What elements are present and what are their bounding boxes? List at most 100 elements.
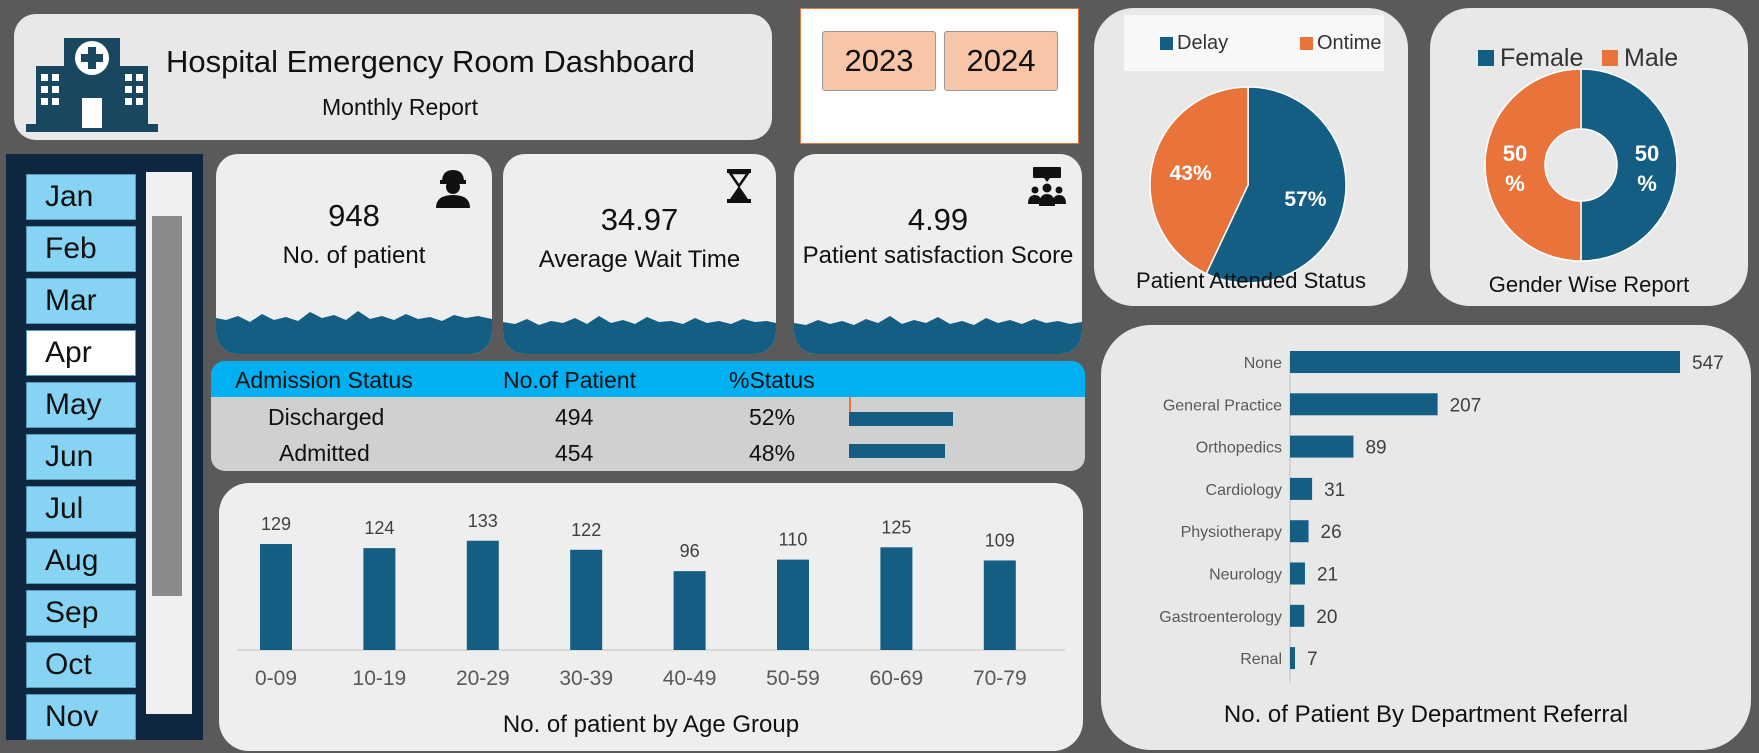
year-button-2024[interactable]: 2024 — [944, 31, 1058, 91]
attended-status-card: Delay Ontime 57% 43% Patient Attended Sta… — [1094, 8, 1408, 306]
age-bar-value: 125 — [881, 517, 911, 537]
legend-label-female: Female — [1500, 44, 1584, 72]
column-header-pct: %Status — [729, 367, 815, 393]
month-scrollbar[interactable] — [146, 172, 192, 714]
row-count-admitted: 454 — [555, 440, 594, 466]
hospital-icon — [26, 38, 158, 132]
month-button-sep[interactable]: Sep — [26, 590, 136, 636]
age-bar-value: 109 — [985, 530, 1015, 550]
age-tick-label: 0-09 — [255, 667, 297, 690]
row-status-admitted: Admitted — [279, 440, 370, 466]
age-bar-value: 122 — [571, 520, 601, 540]
age-tick-label: 10-19 — [353, 667, 407, 690]
age-tick-label: 70-79 — [973, 667, 1027, 690]
age-chart-title: No. of patient by Age Group — [502, 711, 800, 738]
legend-swatch-female — [1478, 50, 1494, 66]
month-button-oct[interactable]: Oct — [26, 642, 136, 688]
legend-label-ontime: Ontime — [1317, 32, 1382, 54]
dept-bar-orthopedics — [1290, 435, 1354, 458]
row-pct-admitted: 48% — [749, 440, 796, 466]
row-count-discharged: 494 — [555, 404, 594, 430]
month-button-jan[interactable]: Jan — [26, 174, 136, 220]
month-button-apr[interactable]: Apr — [26, 330, 136, 376]
dept-bar-value: 89 — [1365, 438, 1386, 459]
kpi-value-patients: 948 — [328, 198, 380, 233]
dept-category-label: Neurology — [1209, 567, 1282, 584]
age-bar-20-29 — [466, 540, 499, 650]
dept-bar-value: 31 — [1324, 480, 1345, 501]
attended-chart-title: Patient Attended Status — [1136, 268, 1366, 293]
donut-slice-male — [1484, 68, 1582, 262]
kpi-value-satisfaction: 4.99 — [907, 202, 969, 237]
donut-value-unit: % — [1637, 171, 1657, 196]
page-subtitle: Monthly Report — [322, 94, 478, 120]
dept-category-label: Physiotherapy — [1181, 524, 1282, 541]
age-bar-value: 96 — [680, 541, 700, 561]
age-bar-value: 133 — [468, 511, 498, 531]
dept-bar-value: 547 — [1692, 353, 1724, 374]
pie-slice-ontime — [1149, 86, 1249, 275]
attended-legend: Delay Ontime — [1124, 15, 1384, 71]
gender-report-card: Female Male 50% 50% Gender Wise Report — [1430, 8, 1748, 306]
dept-bar-general-practice — [1290, 393, 1438, 416]
legend-swatch-delay — [1160, 37, 1173, 50]
age-tick-label: 40-49 — [663, 667, 717, 690]
dept-bar-value: 20 — [1316, 607, 1337, 628]
table-header — [211, 361, 1085, 397]
donut-slice-female — [1580, 68, 1678, 262]
dept-bar-value: 26 — [1321, 522, 1342, 543]
age-tick-label: 60-69 — [870, 667, 924, 690]
month-button-jun[interactable]: Jun — [26, 434, 136, 480]
month-button-may[interactable]: May — [26, 382, 136, 428]
kpi-value-wait-time: 34.97 — [600, 202, 679, 237]
dashboard-header: Hospital Emergency Room Dashboard Monthl… — [14, 14, 772, 140]
age-bar-10-19 — [363, 548, 396, 650]
databar-axis — [849, 397, 851, 421]
age-bar-70-79 — [983, 560, 1016, 650]
dept-category-label: None — [1244, 355, 1282, 372]
dept-category-label: Renal — [1240, 651, 1282, 668]
year-button-2023[interactable]: 2023 — [822, 31, 936, 91]
databar-discharged — [849, 412, 953, 426]
month-button-feb[interactable]: Feb — [26, 226, 136, 272]
month-scrollbar-thumb[interactable] — [152, 216, 182, 596]
donut-value-label: 50 — [1635, 141, 1659, 166]
age-tick-label: 20-29 — [456, 667, 510, 690]
dept-bar-value: 207 — [1450, 395, 1482, 416]
pie-value-label: 43% — [1170, 162, 1212, 185]
department-referral-card: None 547 General Practice 207 Orthopedics 89 C… — [1101, 325, 1751, 750]
legend-label-delay: Delay — [1177, 32, 1229, 54]
kpi-card-satisfaction: 4.99 Patient satisfaction Score — [794, 154, 1082, 354]
dept-category-label: General Practice — [1163, 397, 1282, 414]
age-tick-label: 30-39 — [559, 667, 613, 690]
group-icon — [1028, 167, 1066, 206]
month-button-mar[interactable]: Mar — [26, 278, 136, 324]
legend-label-male: Male — [1624, 44, 1679, 72]
kpi-label-patients: No. of patient — [282, 242, 426, 269]
column-header-count: No.of Patient — [503, 367, 636, 393]
kpi-sparkline-satisfaction — [794, 316, 1082, 354]
kpi-card-wait-time: 34.97 Average Wait Time — [503, 154, 776, 354]
doctor-icon — [436, 170, 470, 208]
month-button-aug[interactable]: Aug — [26, 538, 136, 584]
age-bar-0-09 — [260, 544, 292, 650]
dept-bar-neurology — [1290, 562, 1305, 585]
dept-bar-physiotherapy — [1290, 520, 1309, 543]
dept-category-label: Gastroenterology — [1159, 609, 1282, 626]
kpi-card-patients: 948 No. of patient — [216, 154, 492, 354]
gender-chart-title: Gender Wise Report — [1488, 272, 1690, 297]
row-pct-discharged: 52% — [749, 404, 796, 430]
month-button-jul[interactable]: Jul — [26, 486, 136, 532]
dept-bar-value: 7 — [1307, 649, 1318, 670]
month-button-nov[interactable]: Nov — [26, 694, 136, 740]
dept-bar-none — [1290, 351, 1680, 373]
kpi-sparkline-wait-time — [503, 316, 776, 354]
pie-slice-delay — [1205, 86, 1347, 284]
attended-pie-chart: 57% 43% — [1149, 86, 1347, 284]
hourglass-icon — [727, 169, 751, 203]
admission-status-table: Admission Status No.of Patient %Status D… — [211, 361, 1085, 471]
dept-bar-cardiology — [1290, 477, 1313, 500]
dept-chart-title: No. of Patient By Department Referral — [1223, 701, 1629, 728]
month-slicer: Jan Feb Mar Apr May Jun Jul Aug Sep Oct … — [6, 154, 203, 740]
